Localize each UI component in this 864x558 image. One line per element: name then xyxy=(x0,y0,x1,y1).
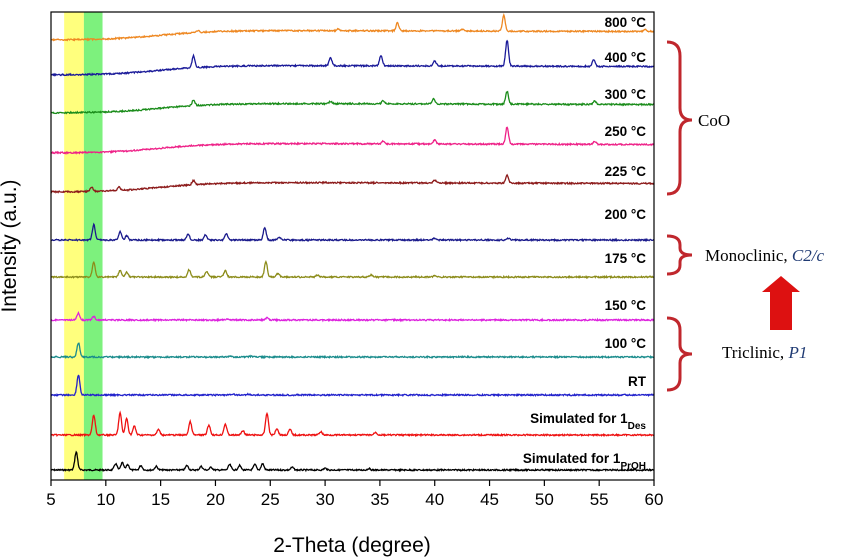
series-line xyxy=(50,374,655,398)
series-label: 250 °C xyxy=(605,124,647,139)
series-label: 300 °C xyxy=(605,87,647,102)
series-line xyxy=(50,410,655,438)
series-line xyxy=(50,13,655,42)
series-label: 400 °C xyxy=(605,50,647,65)
coo-bracket xyxy=(666,40,693,196)
highlight-band-2 xyxy=(83,12,103,480)
x-tick-label: 35 xyxy=(370,490,389,509)
x-tick-label: 10 xyxy=(96,490,115,509)
x-tick-label: 45 xyxy=(480,490,499,509)
series-label: 225 °C xyxy=(605,164,647,179)
x-tick-label: 30 xyxy=(316,490,335,509)
highlight-bands xyxy=(64,12,103,480)
series-label: 800 °C xyxy=(605,15,647,30)
series-line xyxy=(50,90,654,115)
series-label: 175 °C xyxy=(605,251,647,266)
x-tick-label: 25 xyxy=(261,490,280,509)
series-label: RT xyxy=(628,374,647,389)
series-line xyxy=(50,126,655,155)
x-tick-label: 40 xyxy=(425,490,444,509)
coo-label: CoO xyxy=(698,111,730,130)
x-tick-label: 50 xyxy=(535,490,554,509)
series-line xyxy=(50,173,655,194)
highlight-band-1 xyxy=(64,12,84,480)
triclinic-bracket xyxy=(666,316,693,392)
series-line xyxy=(50,450,655,473)
x-tick-label: 20 xyxy=(206,490,225,509)
series-line xyxy=(50,39,655,77)
series-labels: Simulated for 1PrOH Simulated for 1Des RT 1… xyxy=(523,15,647,472)
series-line xyxy=(50,222,654,243)
x-tick-label: 55 xyxy=(590,490,609,509)
series-label: Simulated for 1PrOH xyxy=(523,451,646,472)
monoclinic-label: Monoclinic, C2/c xyxy=(705,246,824,265)
xrd-traces xyxy=(50,13,655,473)
y-axis-label: Intensity (a.u.) xyxy=(0,179,21,312)
series-line xyxy=(50,260,655,280)
triclinic-label: Triclinic, P1 xyxy=(722,343,807,362)
x-tick-label: 15 xyxy=(151,490,170,509)
plot-frame xyxy=(50,11,655,481)
series-label: 200 °C xyxy=(605,207,647,222)
x-axis-label: 2-Theta (degree) xyxy=(273,534,431,557)
x-tick-label: 60 xyxy=(645,490,664,509)
series-label: 100 °C xyxy=(605,336,647,351)
series-line xyxy=(50,311,655,323)
series-label: 150 °C xyxy=(605,298,647,313)
series-line xyxy=(50,342,655,360)
x-axis-ticks: 5 10 15 20 25 30 35 40 45 50 55 60 xyxy=(46,480,663,509)
series-label: Simulated for 1Des xyxy=(530,411,646,432)
x-tick-label: 5 xyxy=(46,490,55,509)
transition-arrow-icon xyxy=(762,276,800,330)
monoclinic-bracket xyxy=(666,234,693,276)
